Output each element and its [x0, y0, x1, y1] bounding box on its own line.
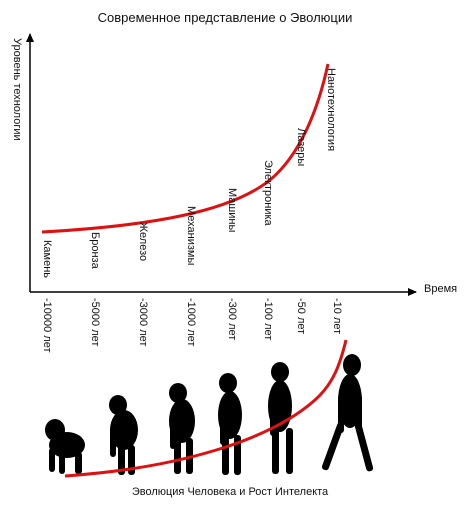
stage-label: Камень	[41, 240, 53, 278]
x-axis-label: Время	[424, 283, 457, 295]
evolution-figures	[45, 354, 374, 475]
stage-label: Лазеры	[295, 128, 307, 166]
time-label: -10 лет	[331, 298, 343, 334]
time-label: -5000 лет	[89, 298, 101, 346]
caption: Эволюция Человека и Рост Интелекта	[132, 486, 329, 498]
stage-label: Машины	[226, 188, 238, 232]
stage-label: Механизмы	[185, 206, 197, 265]
stage-label: Бронза	[89, 232, 101, 270]
intellect-curve	[64, 339, 348, 478]
stage-label: Электроника	[262, 160, 274, 227]
time-label: -300 лет	[226, 298, 238, 340]
technology-curve	[41, 63, 330, 234]
stage-label: Нанотехнология	[325, 68, 337, 151]
time-label: -10000 лет	[41, 298, 53, 353]
time-label: -50 лет	[295, 298, 307, 334]
y-axis-label: Уровень технологии	[11, 38, 23, 141]
stage-label: Железо	[137, 222, 149, 261]
time-label: -3000 лет	[137, 298, 149, 346]
title: Современное представление о Эволюции	[98, 10, 353, 25]
time-label: -1000 лет	[185, 298, 197, 346]
time-label: -100 лет	[262, 298, 274, 340]
